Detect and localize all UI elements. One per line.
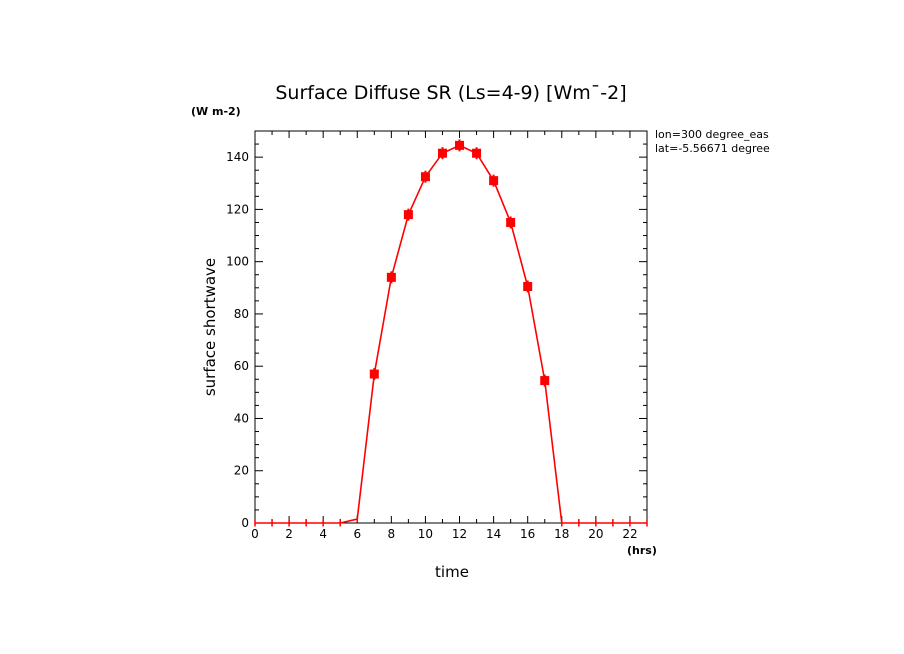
x-tick-label: 14 bbox=[486, 527, 501, 541]
data-point bbox=[437, 147, 447, 160]
y-tick-label: 140 bbox=[226, 150, 249, 164]
x-tick-label: 22 bbox=[622, 527, 637, 541]
y-tick-label: 60 bbox=[234, 359, 249, 373]
y-tick-label: 80 bbox=[234, 307, 249, 321]
x-axis-units: (hrs) bbox=[627, 544, 657, 557]
y-tick-label: 0 bbox=[241, 516, 249, 530]
x-tick-label: 18 bbox=[554, 527, 569, 541]
data-point bbox=[455, 139, 465, 152]
series-line bbox=[255, 144, 647, 524]
y-axis-label: surface shortwave bbox=[201, 258, 219, 396]
data-point bbox=[506, 216, 516, 229]
data-point bbox=[420, 170, 430, 183]
chart-title: Surface Diffuse SR (Ls=4-9) [Wm¯-2] bbox=[275, 82, 626, 104]
ticks bbox=[254, 130, 648, 524]
x-tick-label: 0 bbox=[251, 527, 259, 541]
y-tick-label: 100 bbox=[226, 255, 249, 269]
lat-annotation: lat=-5.56671 degree bbox=[655, 142, 770, 155]
x-tick-label: 12 bbox=[452, 527, 467, 541]
x-tick-label: 16 bbox=[520, 527, 535, 541]
y-tick-label: 120 bbox=[226, 202, 249, 216]
axes bbox=[254, 130, 648, 524]
data-point bbox=[369, 368, 379, 381]
series bbox=[254, 139, 648, 527]
x-tick-label: 6 bbox=[353, 527, 361, 541]
units-label: (W m-2) bbox=[191, 105, 241, 118]
x-tick-label: 2 bbox=[285, 527, 293, 541]
plot-frame bbox=[254, 130, 648, 524]
data-point bbox=[472, 147, 482, 160]
lon-annotation: lon=300 degree_eas bbox=[655, 128, 769, 141]
x-tick-label: 8 bbox=[388, 527, 396, 541]
data-point bbox=[523, 280, 533, 293]
data-point bbox=[386, 271, 396, 284]
x-tick-label: 4 bbox=[319, 527, 327, 541]
y-tick-label: 20 bbox=[234, 464, 249, 478]
x-axis-label: time bbox=[435, 563, 469, 581]
tick-labels: 0 2 4 6 8 10 12 14 16 18 20 22 0 20 40 60 80 100 120 140 bbox=[226, 150, 638, 541]
data-point bbox=[489, 174, 499, 187]
data-point bbox=[540, 374, 550, 387]
x-tick-label: 20 bbox=[588, 527, 603, 541]
y-tick-label: 40 bbox=[234, 411, 249, 425]
x-tick-label: 10 bbox=[418, 527, 433, 541]
data-point bbox=[403, 208, 413, 221]
